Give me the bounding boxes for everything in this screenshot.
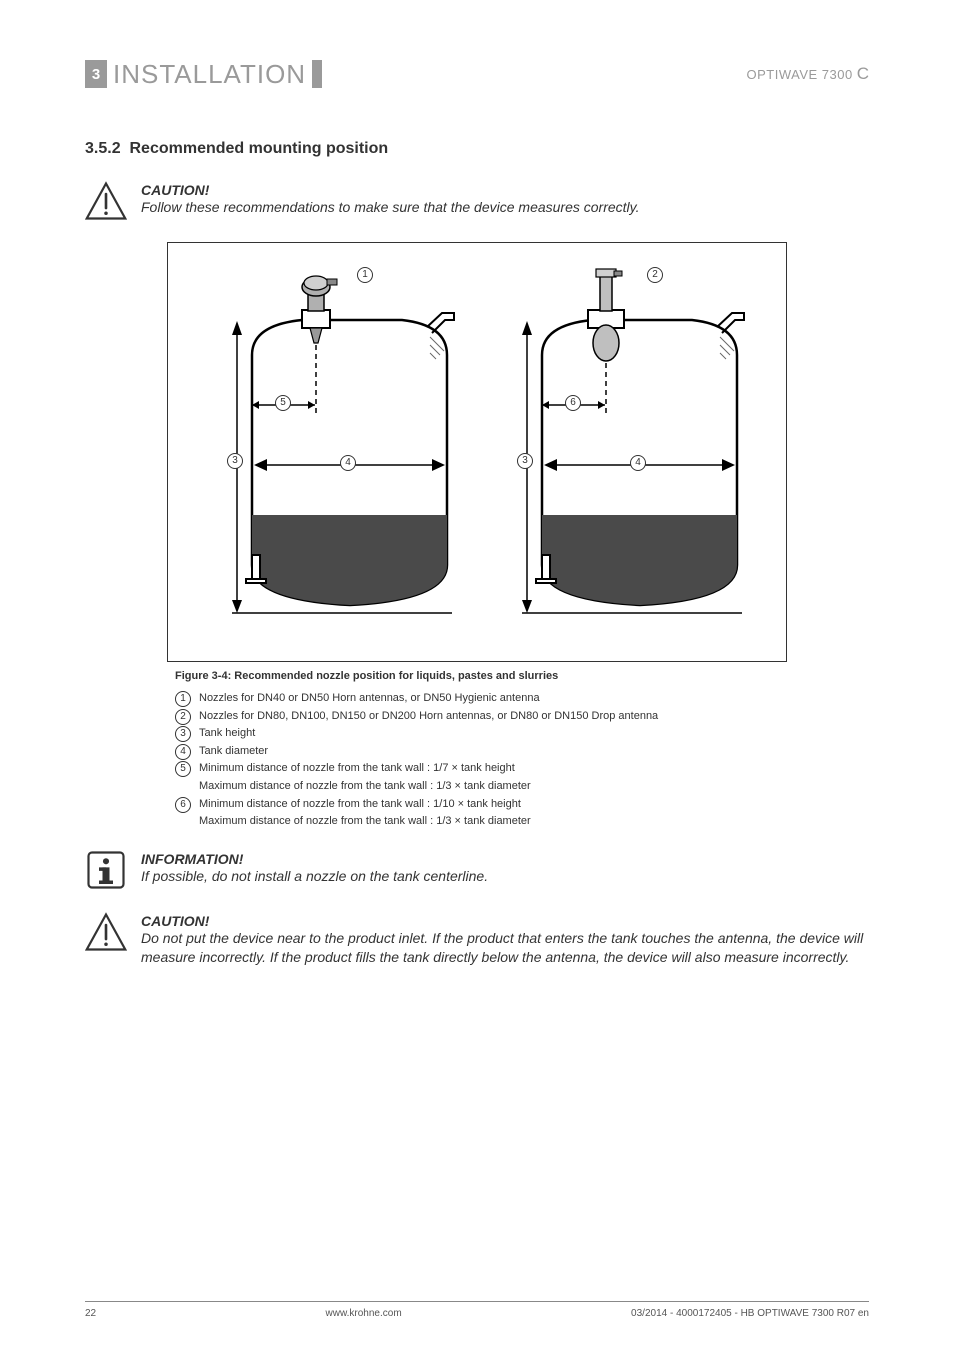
legend-num: 1 xyxy=(175,691,191,707)
product-suffix: C xyxy=(857,64,869,84)
caution-icon xyxy=(85,180,127,222)
legend-num: 6 xyxy=(175,797,191,813)
legend-item: 1 Nozzles for DN40 or DN50 Horn antennas,… xyxy=(175,690,869,708)
legend-item: 5 Minimum distance of nozzle from the tan… xyxy=(175,760,869,795)
legend-text: Minimum distance of nozzle from the tank… xyxy=(199,760,531,795)
legend-item: 4 Tank diameter xyxy=(175,743,869,761)
figure-label-4b: 4 xyxy=(630,455,646,471)
legend-text: Nozzles for DN80, DN100, DN150 or DN200 … xyxy=(199,708,658,726)
caution-callout-bottom: CAUTION! Do not put the device near to t… xyxy=(85,911,869,968)
legend-text: Tank height xyxy=(199,725,255,743)
page-footer: 22 www.krohne.com 03/2014 - 4000172405 -… xyxy=(85,1301,869,1319)
tank-left: 1 5 3 4 xyxy=(202,265,462,640)
legend-item: 6 Minimum distance of nozzle from the tan… xyxy=(175,796,869,831)
caution-icon xyxy=(85,911,127,953)
caution-title: CAUTION! xyxy=(141,182,640,198)
caution-callout-top: CAUTION! Follow these recommendations to… xyxy=(85,180,869,222)
information-title: INFORMATION! xyxy=(141,851,488,867)
figure-label-2: 2 xyxy=(647,267,663,283)
chapter-accent-bar xyxy=(312,60,322,88)
page-number: 22 xyxy=(85,1308,96,1319)
legend-text: Minimum distance of nozzle from the tank… xyxy=(199,796,531,831)
figure-label-3b: 3 xyxy=(517,453,533,469)
figure-label-3: 3 xyxy=(227,453,243,469)
figure-label-4: 4 xyxy=(340,455,356,471)
chapter-number-badge: 3 xyxy=(85,60,107,88)
legend-num: 3 xyxy=(175,726,191,742)
page-content: 3.5.2 Recommended mounting position CAUT… xyxy=(85,140,869,988)
figure-label-1: 1 xyxy=(357,267,373,283)
figure-diagram: 1 5 3 4 xyxy=(167,242,787,662)
product-name: OPTIWAVE 7300 xyxy=(747,67,853,82)
section-title: Recommended mounting position xyxy=(129,140,388,157)
footer-url: www.krohne.com xyxy=(326,1308,402,1319)
information-icon xyxy=(85,849,127,891)
caution-text: Follow these recommendations to make sur… xyxy=(141,198,640,218)
legend-num: 4 xyxy=(175,744,191,760)
section-number: 3.5.2 xyxy=(85,140,121,157)
legend-item: 2 Nozzles for DN80, DN100, DN150 or DN200… xyxy=(175,708,869,726)
legend-num: 5 xyxy=(175,761,191,777)
tank-right: 2 6 3 4 xyxy=(492,265,752,640)
caution-text: Do not put the device near to the produc… xyxy=(141,929,869,968)
figure-label-5: 5 xyxy=(275,395,291,411)
figure-legend: 1 Nozzles for DN40 or DN50 Horn antennas,… xyxy=(175,690,869,831)
information-text: If possible, do not install a nozzle on … xyxy=(141,867,488,887)
footer-doc-id: 03/2014 - 4000172405 - HB OPTIWAVE 7300 … xyxy=(631,1308,869,1319)
caution-title: CAUTION! xyxy=(141,913,869,929)
section-heading: 3.5.2 Recommended mounting position xyxy=(85,140,869,158)
legend-item: 3 Tank height xyxy=(175,725,869,743)
legend-text: Nozzles for DN40 or DN50 Horn antennas, … xyxy=(199,690,540,708)
chapter-title: INSTALLATION xyxy=(113,59,306,90)
legend-text: Tank diameter xyxy=(199,743,268,761)
figure-caption: Figure 3-4: Recommended nozzle position … xyxy=(175,670,869,682)
chapter-header: 3 INSTALLATION OPTIWAVE 7300 C xyxy=(85,60,869,88)
figure-label-6: 6 xyxy=(565,395,581,411)
legend-num: 2 xyxy=(175,709,191,725)
information-callout: INFORMATION! If possible, do not install… xyxy=(85,849,869,891)
